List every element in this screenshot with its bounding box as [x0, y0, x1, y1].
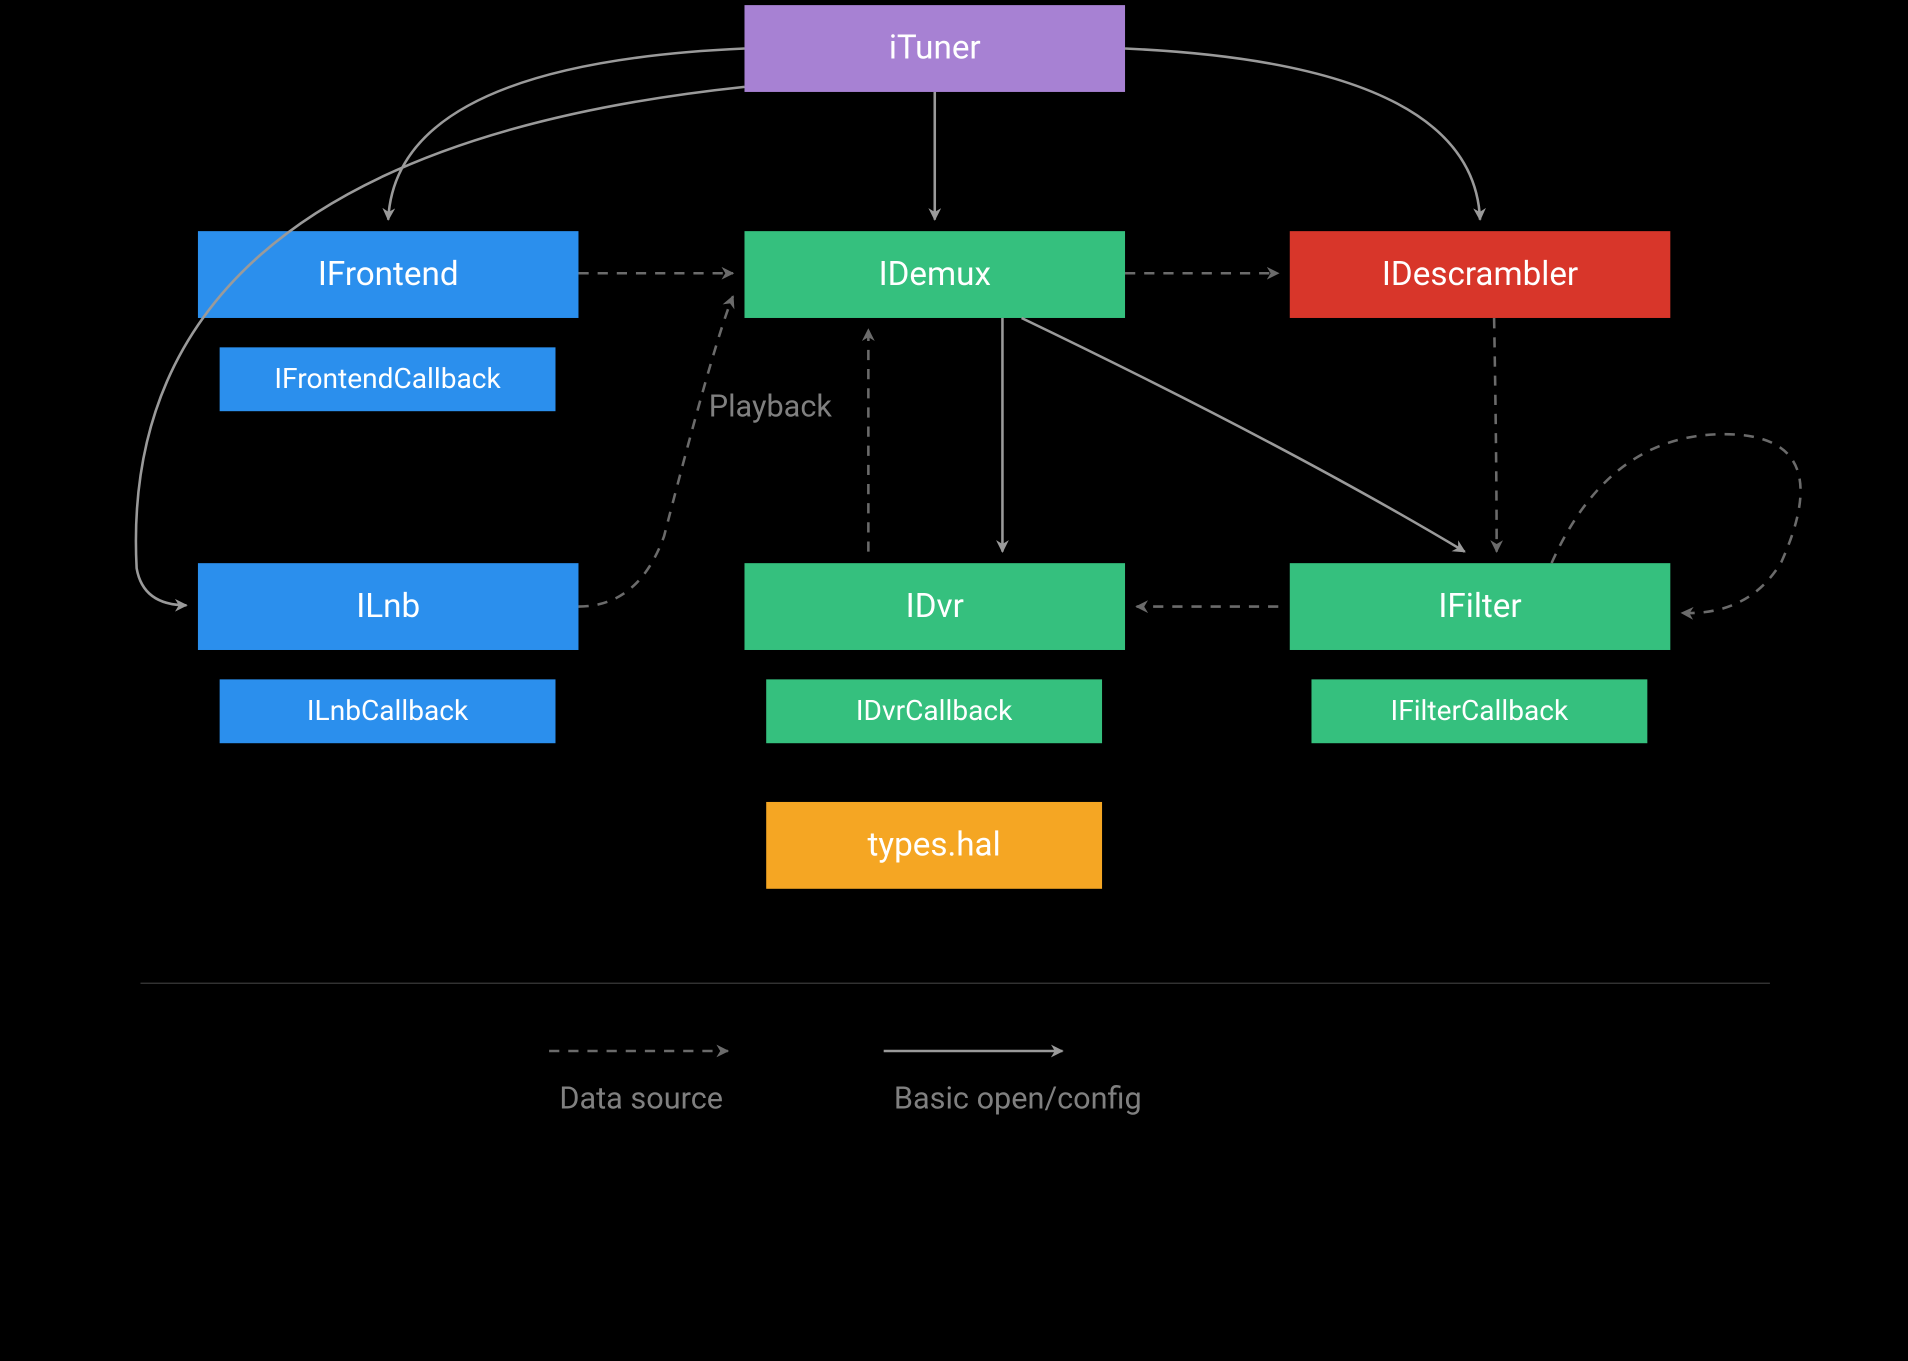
node-ifrontendcallback: IFrontendCallback: [220, 347, 556, 411]
tuner-hal-diagram: iTuner IFrontend IFrontendCallback ILnb ILnb…: [0, 0, 1908, 1361]
node-ilnbcallback: ILnbCallback: [220, 679, 556, 743]
edge-idemux-to-ifilter: [1022, 318, 1465, 552]
node-idemux: IDemux: [744, 231, 1125, 318]
node-label: IFilterCallback: [1391, 695, 1569, 727]
legend-label-dashed: Data source: [559, 1080, 723, 1116]
node-label: IFrontend: [318, 255, 459, 293]
legend-label-solid: Basic open/config: [894, 1080, 1142, 1116]
node-idvrcallback: IDvrCallback: [766, 679, 1102, 743]
node-idvr: IDvr: [744, 563, 1125, 650]
node-ifilter: IFilter: [1290, 563, 1671, 650]
node-label: IDemux: [879, 255, 991, 293]
node-ifiltercallback: IFilterCallback: [1311, 679, 1647, 743]
node-label: IDvrCallback: [856, 695, 1012, 727]
node-label: iTuner: [889, 29, 981, 67]
node-typeshal: types.hal: [766, 802, 1102, 889]
node-label: IDescrambler: [1382, 255, 1578, 293]
edge-idescrambler-to-ifilter: [1494, 318, 1497, 552]
label-playback: Playback: [709, 388, 832, 424]
edge-ituner-to-ilnb: [136, 87, 745, 605]
node-ituner: iTuner: [744, 5, 1125, 92]
edge-ituner-to-idescrambler: [1125, 49, 1480, 220]
edge-ilnb-to-ifrontend-demux: [578, 296, 733, 606]
node-label: IFrontendCallback: [274, 363, 500, 395]
node-label: ILnbCallback: [307, 695, 468, 727]
node-ifrontend: IFrontend: [198, 231, 579, 318]
node-label: IDvr: [906, 587, 964, 625]
node-label: types.hal: [868, 826, 1001, 864]
node-idescrambler: IDescrambler: [1290, 231, 1671, 318]
node-ilnb: ILnb: [198, 563, 579, 650]
edge-ituner-to-ifrontend: [388, 49, 744, 220]
node-label: ILnb: [356, 587, 420, 625]
node-label: IFilter: [1438, 587, 1521, 625]
